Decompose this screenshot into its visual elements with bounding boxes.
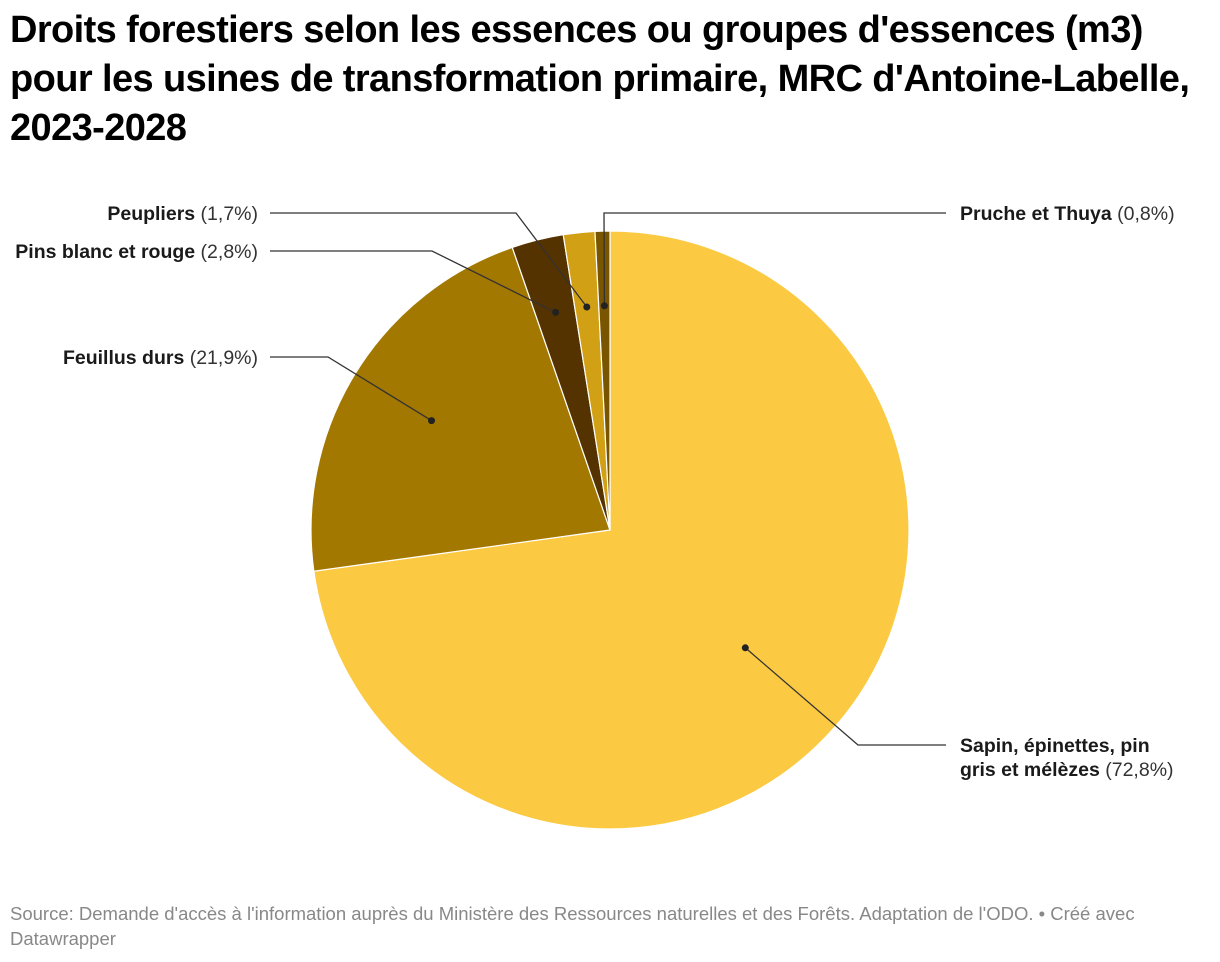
- credit-note: Créé avec Datawrapper: [10, 903, 1135, 949]
- slice-value-feuillus-durs: (21,9%): [184, 347, 258, 369]
- slice-label-pins-blanc-et-rouge: Pins blanc et rouge (2,8%): [15, 241, 258, 263]
- slice-label-peupliers: Peupliers (1,7%): [107, 203, 258, 225]
- leader-line-peupliers: [270, 212, 588, 308]
- slice-value-sapin-epinettes-pin-gris-et-melezes: (72,8%): [1100, 759, 1174, 781]
- slice-value-peupliers: (1,7%): [195, 203, 258, 225]
- leader-dot-feuillus-durs: [428, 417, 435, 425]
- label-leader-lines: [270, 212, 946, 746]
- leader-line-pruche-et-thuya: [603, 212, 946, 306]
- slice-value-pins-blanc-et-rouge: (2,8%): [195, 241, 258, 263]
- leader-line-pins-blanc-et-rouge: [270, 250, 556, 313]
- slice-label-pruche-et-thuya: Pruche et Thuya (0,8%): [960, 203, 1175, 225]
- leader-line-sapin-epinettes-pin-gris-et-melezes: [744, 647, 946, 746]
- pie-slices: [310, 230, 910, 830]
- slice-label-feuillus-durs: Feuillus durs (21,9%): [63, 347, 258, 369]
- footer-separator: •: [1038, 903, 1046, 924]
- chart-footer: Source: Demande d'accès à l'information …: [10, 901, 1200, 951]
- leader-dot-peupliers: [583, 303, 591, 311]
- leader-dot-pruche-et-thuya: [600, 302, 608, 310]
- slice-label-sapin-epinettes-pin-gris-et-melezes: Sapin, épinettes, pin: [960, 735, 1150, 757]
- chart-title: Droits forestiers selon les essences ou …: [10, 9, 1190, 149]
- leader-dot-sapin-epinettes-pin-gris-et-melezes: [741, 644, 749, 652]
- slice-value-pruche-et-thuya: (0,8%): [1112, 203, 1175, 225]
- source-note: Source: Demande d'accès à l'information …: [10, 903, 1034, 924]
- leader-dot-pins-blanc-et-rouge: [552, 308, 560, 316]
- leader-line-feuillus-durs: [270, 356, 432, 422]
- slice-label-sapin-epinettes-pin-gris-et-melezes: gris et mélèzes (72,8%): [960, 759, 1174, 781]
